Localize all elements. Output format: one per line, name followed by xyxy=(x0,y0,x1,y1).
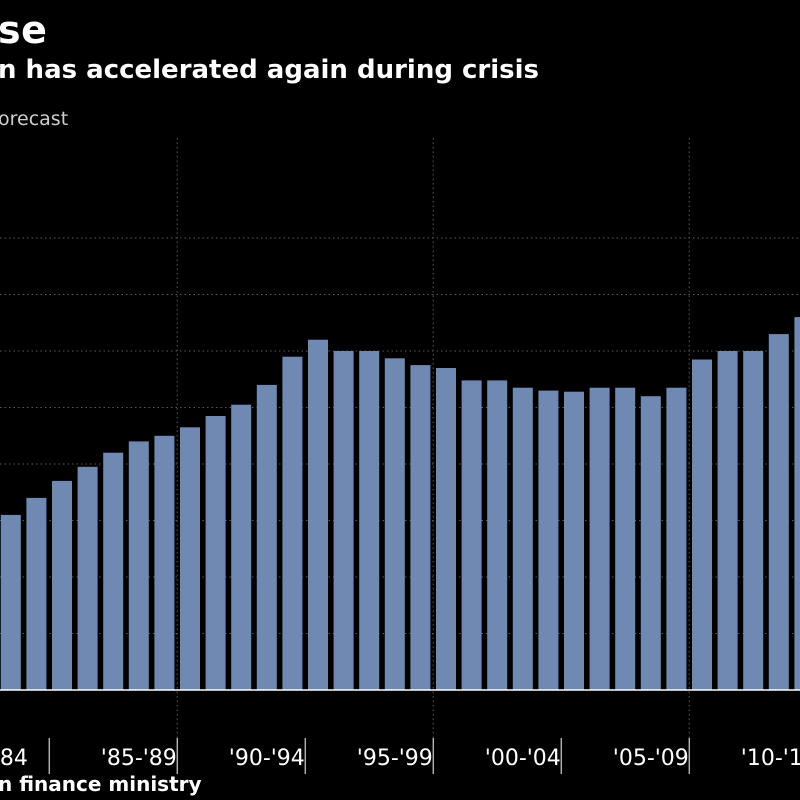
source-note: n finance ministry xyxy=(0,772,202,796)
x-tick-label: '84 xyxy=(0,746,28,771)
bar-1995 xyxy=(308,339,328,690)
x-tick-label: '10-'14 xyxy=(741,746,800,771)
bar-2001 xyxy=(461,380,482,690)
bar-1984 xyxy=(26,497,47,690)
x-tick-label: '85-'89 xyxy=(101,746,177,771)
bar-2002 xyxy=(487,380,508,690)
bar-2012 xyxy=(743,351,764,690)
bar-1988 xyxy=(128,441,149,690)
bar-1997 xyxy=(359,351,380,690)
x-tick-label: '00-'04 xyxy=(485,746,561,771)
bar-1994 xyxy=(282,356,303,690)
bar-2009 xyxy=(666,387,687,690)
bar-1986 xyxy=(77,466,98,690)
bar-2005 xyxy=(564,391,584,690)
x-tick-label: '95-'99 xyxy=(357,746,433,771)
x-tick-label: '05-'09 xyxy=(613,746,689,771)
bar-2004 xyxy=(538,390,559,690)
bar-1999 xyxy=(410,365,431,690)
x-tick-label: '90-'94 xyxy=(229,746,305,771)
bar-2013 xyxy=(768,334,789,690)
bar-2000 xyxy=(436,368,456,690)
bar-1990 xyxy=(180,427,200,690)
legend-label: orecast xyxy=(0,108,69,130)
bar-1998 xyxy=(384,358,405,690)
bar-2010 xyxy=(692,359,712,690)
bar-1987 xyxy=(103,452,124,690)
chart-subtitle: n has accelerated again during crisis xyxy=(0,55,539,85)
bar-2011 xyxy=(717,351,738,690)
bar-1992 xyxy=(231,404,252,690)
bar-2008 xyxy=(640,396,661,690)
bar-1985 xyxy=(52,480,72,690)
bar-2003 xyxy=(512,387,533,690)
bar-2014 xyxy=(794,317,800,690)
bar-2007 xyxy=(615,387,636,690)
bar-1983 xyxy=(0,514,21,690)
bar-1991 xyxy=(205,416,226,690)
bar-2006 xyxy=(589,387,610,690)
chart-title: se xyxy=(0,8,48,52)
bar-1996 xyxy=(333,351,354,690)
bar-1993 xyxy=(256,384,277,690)
bar-1989 xyxy=(154,435,175,691)
